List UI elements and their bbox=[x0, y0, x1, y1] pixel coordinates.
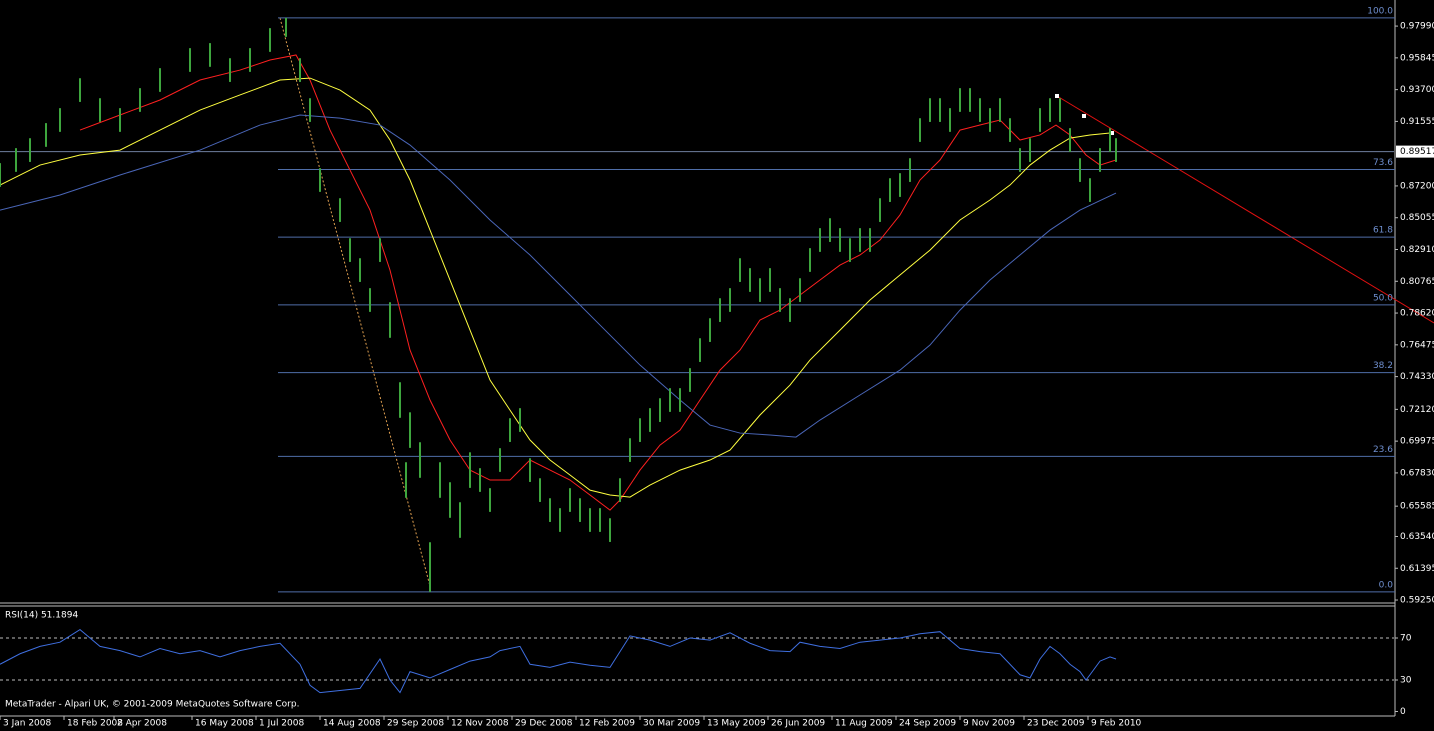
last-price-label: 0.89517 bbox=[1400, 147, 1434, 157]
fibonacci-label: 38.2 bbox=[1373, 361, 1393, 371]
trendline bbox=[1056, 95, 1434, 324]
y-tick-label: 0.87200 bbox=[1400, 181, 1434, 191]
y-tick-label: 0.93700 bbox=[1400, 85, 1434, 95]
fibonacci-label: 0.0 bbox=[1379, 580, 1394, 590]
y-tick-label: 0.80765 bbox=[1400, 277, 1434, 287]
x-tick-label: 29 Dec 2008 bbox=[515, 719, 573, 729]
y-tick-label: 0.65585 bbox=[1400, 502, 1434, 512]
y-tick-label: 0.78620 bbox=[1400, 309, 1434, 319]
y-tick-label: 0.97990 bbox=[1400, 22, 1434, 32]
footer: MetaTrader - Alpari UK, © 2001-2009 Meta… bbox=[5, 700, 299, 710]
fibonacci-label: 50.0 bbox=[1373, 293, 1393, 303]
last-price-box bbox=[1396, 145, 1434, 158]
fibonacci-label: 73.6 bbox=[1373, 158, 1393, 168]
x-tick-label: 24 Sep 2009 bbox=[899, 719, 956, 729]
y-tick-label: 0.74330 bbox=[1400, 372, 1434, 382]
y-tick-label: 0.91555 bbox=[1400, 117, 1434, 127]
fibonacci-label: 23.6 bbox=[1373, 445, 1393, 455]
moving-average bbox=[0, 77, 1111, 498]
x-tick-label: 11 Aug 2009 bbox=[835, 719, 893, 729]
trendline-handle bbox=[1082, 114, 1086, 118]
x-tick-label: 3 Jan 2008 bbox=[3, 719, 51, 729]
trendline-handle bbox=[1110, 131, 1114, 135]
x-tick-label: 13 May 2009 bbox=[707, 719, 766, 729]
x-tick-label: 23 Dec 2009 bbox=[1027, 719, 1085, 729]
y-tick-label: 0.63540 bbox=[1400, 532, 1434, 542]
fibonacci-label: 100.0 bbox=[1367, 6, 1393, 16]
y-tick-label: 0.95845 bbox=[1400, 53, 1434, 63]
x-tick-label: 18 Feb 2008 bbox=[67, 719, 123, 729]
x-tick-label: 29 Sep 2008 bbox=[387, 719, 444, 729]
y-tick-label: 0.61395 bbox=[1400, 564, 1434, 574]
x-tick-label: 26 Jun 2009 bbox=[771, 719, 825, 729]
x-tick-label: 14 Aug 2008 bbox=[323, 719, 381, 729]
x-tick-label: 16 May 2008 bbox=[195, 719, 254, 729]
x-tick-label: 1 Jul 2008 bbox=[259, 719, 304, 729]
y-tick-label: 0.69975 bbox=[1400, 437, 1434, 447]
y-tick-label: 0.59250 bbox=[1400, 596, 1434, 606]
rsi-label: RSI(14) 51.1894 bbox=[5, 611, 78, 621]
y-tick-label: 0.76475 bbox=[1400, 340, 1434, 350]
y-tick-label: 0.85055 bbox=[1400, 213, 1434, 223]
x-tick-label: 12 Feb 2009 bbox=[579, 719, 635, 729]
moving-average bbox=[79, 54, 1117, 511]
y-tick-label: 0.82910 bbox=[1400, 245, 1434, 255]
y-tick-label: 0.72120 bbox=[1400, 405, 1434, 415]
y-tick-label: 0 bbox=[1400, 707, 1406, 717]
y-tick-label: 70 bbox=[1400, 634, 1412, 644]
x-tick-label: 30 Mar 2009 bbox=[643, 719, 700, 729]
rsi-line bbox=[0, 628, 1117, 694]
trendline-handle bbox=[1055, 94, 1059, 98]
fibonacci-label: 61.8 bbox=[1373, 226, 1393, 236]
x-tick-label: 2 Apr 2008 bbox=[117, 719, 167, 729]
y-tick-label: 0.67830 bbox=[1400, 468, 1434, 478]
moving-average bbox=[0, 114, 1117, 438]
y-tick-label: 30 bbox=[1400, 676, 1412, 686]
x-tick-label: 9 Feb 2010 bbox=[1091, 719, 1142, 729]
x-tick-label: 12 Nov 2008 bbox=[451, 719, 509, 729]
x-tick-label: 9 Nov 2009 bbox=[963, 719, 1015, 729]
